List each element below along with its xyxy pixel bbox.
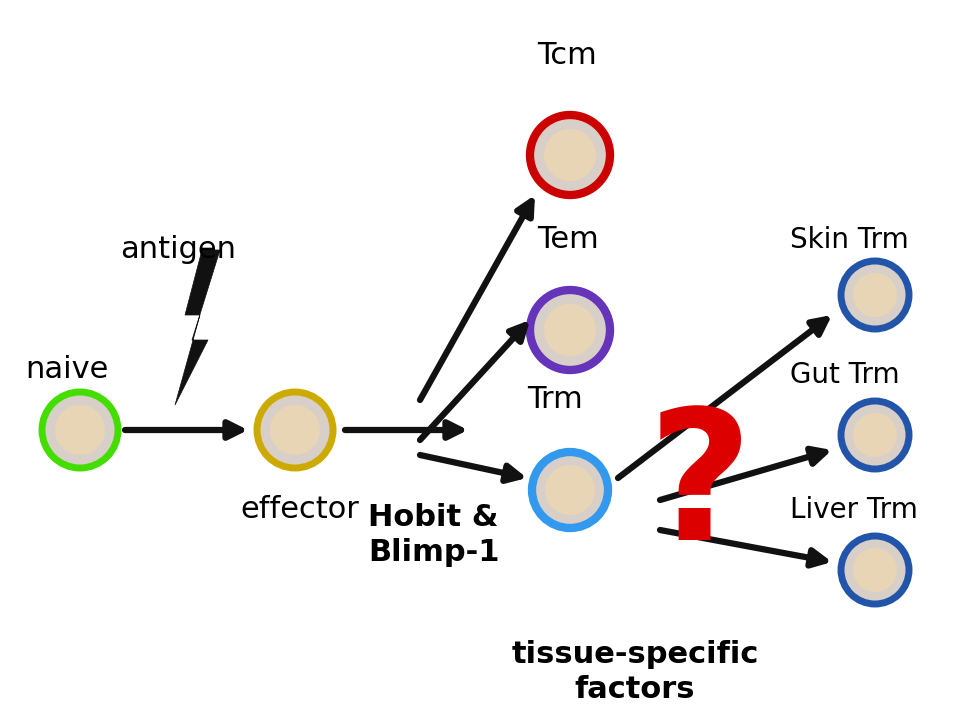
Circle shape bbox=[853, 413, 897, 457]
Circle shape bbox=[270, 405, 320, 455]
Text: Hobit &
Blimp-1: Hobit & Blimp-1 bbox=[368, 503, 500, 567]
Circle shape bbox=[533, 452, 607, 527]
Circle shape bbox=[842, 402, 909, 468]
Circle shape bbox=[544, 304, 596, 356]
Circle shape bbox=[258, 393, 332, 467]
Circle shape bbox=[842, 262, 909, 328]
Text: Trm: Trm bbox=[527, 386, 582, 414]
Text: tissue-specific
factors: tissue-specific factors bbox=[511, 640, 759, 704]
Text: naive: naive bbox=[25, 356, 108, 384]
Polygon shape bbox=[175, 250, 220, 405]
Circle shape bbox=[545, 465, 595, 515]
Circle shape bbox=[853, 548, 897, 592]
Text: antigen: antigen bbox=[120, 235, 236, 265]
Circle shape bbox=[55, 405, 105, 455]
Text: Gut Trm: Gut Trm bbox=[790, 361, 900, 389]
Circle shape bbox=[842, 537, 909, 603]
Circle shape bbox=[853, 273, 897, 317]
Text: Tem: Tem bbox=[537, 226, 599, 255]
Circle shape bbox=[531, 116, 609, 194]
Circle shape bbox=[544, 129, 596, 181]
Text: effector: effector bbox=[240, 495, 358, 525]
Text: Skin Trm: Skin Trm bbox=[790, 226, 909, 254]
Circle shape bbox=[531, 291, 609, 369]
Text: Liver Trm: Liver Trm bbox=[790, 496, 918, 524]
Text: Tcm: Tcm bbox=[537, 40, 597, 70]
Circle shape bbox=[43, 393, 117, 467]
Text: ?: ? bbox=[648, 402, 752, 578]
